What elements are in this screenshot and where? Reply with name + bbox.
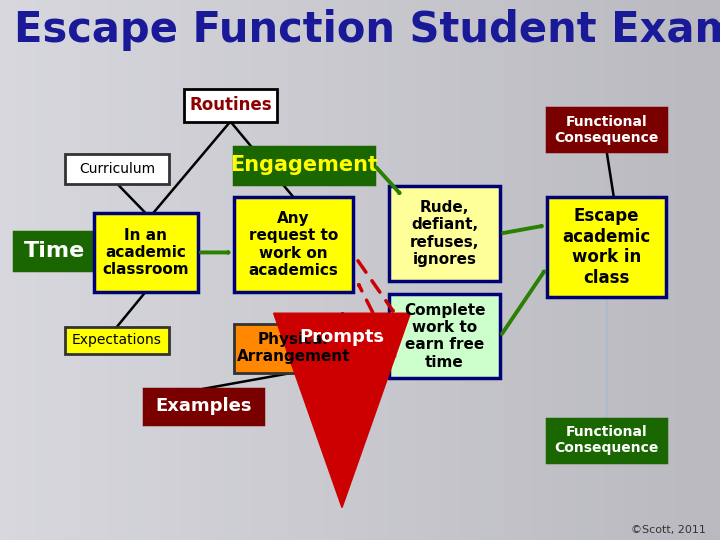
FancyBboxPatch shape xyxy=(389,294,500,378)
FancyBboxPatch shape xyxy=(65,327,169,354)
FancyBboxPatch shape xyxy=(65,154,169,184)
FancyBboxPatch shape xyxy=(389,186,500,281)
Text: Examples: Examples xyxy=(155,397,252,415)
Text: ©Scott, 2011: ©Scott, 2011 xyxy=(631,524,706,535)
Text: Escape Function Student Example: Escape Function Student Example xyxy=(14,9,720,51)
FancyBboxPatch shape xyxy=(184,89,277,122)
FancyBboxPatch shape xyxy=(547,108,666,151)
Text: Expectations: Expectations xyxy=(72,333,162,347)
FancyBboxPatch shape xyxy=(94,213,198,292)
Text: Complete
work to
earn free
time: Complete work to earn free time xyxy=(404,302,485,370)
FancyBboxPatch shape xyxy=(547,418,666,462)
FancyBboxPatch shape xyxy=(234,324,353,373)
Text: Functional
Consequence: Functional Consequence xyxy=(554,425,659,455)
Text: Time: Time xyxy=(23,241,85,261)
FancyBboxPatch shape xyxy=(14,232,94,270)
Text: Rude,
defiant,
refuses,
ignores: Rude, defiant, refuses, ignores xyxy=(410,200,480,267)
Text: In an
academic
classroom: In an academic classroom xyxy=(102,227,189,278)
Text: Routines: Routines xyxy=(189,96,271,114)
FancyBboxPatch shape xyxy=(547,197,666,297)
Polygon shape xyxy=(274,313,410,508)
FancyBboxPatch shape xyxy=(234,197,353,292)
Text: Physical
Arrangement: Physical Arrangement xyxy=(237,332,350,365)
FancyBboxPatch shape xyxy=(144,389,263,424)
FancyBboxPatch shape xyxy=(234,147,374,184)
Text: Curriculum: Curriculum xyxy=(79,162,155,176)
Text: Functional
Consequence: Functional Consequence xyxy=(554,114,659,145)
Text: Any
request to
work on
academics: Any request to work on academics xyxy=(248,211,338,278)
Text: Prompts: Prompts xyxy=(300,328,384,347)
Text: Engagement: Engagement xyxy=(230,155,378,176)
Text: Escape
academic
work in
class: Escape academic work in class xyxy=(562,207,651,287)
